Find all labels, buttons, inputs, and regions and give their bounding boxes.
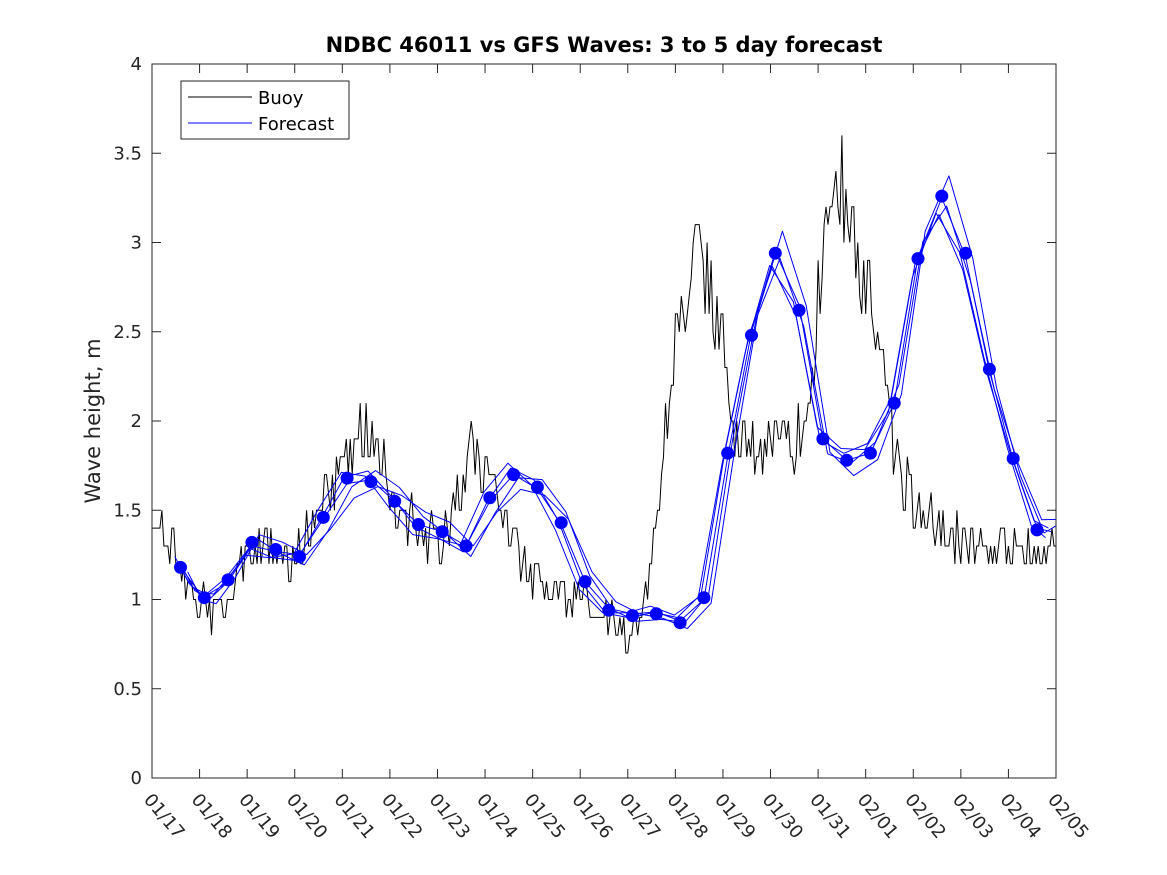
forecast-point [174, 560, 187, 574]
forecast-point [721, 446, 735, 460]
forecast-point [673, 616, 687, 630]
forecast-point [507, 468, 521, 482]
forecast-point [483, 491, 497, 505]
forecast-point [554, 516, 568, 530]
y-tick-label: 1 [131, 590, 142, 611]
forecast-point [316, 510, 330, 524]
forecast-point [221, 573, 235, 587]
forecast-line [187, 175, 1057, 630]
forecast-point [459, 539, 473, 553]
forecast-point [1030, 523, 1044, 537]
forecast-point [269, 543, 283, 556]
forecast-point [364, 475, 378, 489]
y-tick-label: 1.5 [113, 500, 142, 521]
y-tick-label: 3.5 [113, 143, 142, 164]
legend: Buoy Forecast [180, 80, 350, 140]
plot-area [152, 64, 1057, 778]
forecast-point [649, 607, 663, 621]
forecast-point [768, 246, 782, 260]
y-tick-label: 2.5 [113, 322, 142, 343]
forecast-point [578, 575, 592, 589]
forecast-point [887, 396, 901, 410]
forecast-point [935, 189, 949, 203]
forecast-point [816, 432, 830, 446]
legend-forecast-label: Forecast [258, 114, 334, 135]
y-tick-label: 4 [131, 54, 142, 75]
y-tick-label: 0.5 [113, 679, 142, 700]
forecast-point [435, 525, 449, 539]
forecast-point [245, 535, 259, 549]
forecast-point [530, 480, 544, 494]
forecast-point [792, 303, 806, 317]
forecast-point [197, 591, 211, 605]
forecast-point [745, 328, 758, 342]
y-tick-label: 2 [131, 411, 142, 432]
y-axis-ticks: 0 0.5 1 1.5 2 2.5 3 3.5 4 [113, 54, 1056, 789]
forecast-point [411, 518, 425, 531]
forecast-point [959, 246, 973, 260]
y-tick-label: 3 [131, 233, 142, 254]
forecast-point [293, 550, 306, 564]
plot-background [152, 64, 1056, 778]
forecast-point [697, 591, 711, 605]
y-axis-label: Wave height, m [81, 338, 105, 503]
forecast-point [602, 603, 616, 617]
legend-box [180, 80, 350, 140]
forecast-point [840, 453, 854, 467]
forecast-point [982, 362, 996, 376]
forecast-point [863, 446, 877, 460]
forecast-point [1006, 452, 1020, 465]
forecast-point [388, 494, 402, 508]
forecast-markers [174, 189, 1044, 630]
legend-buoy-label: Buoy [258, 88, 304, 109]
forecast-point [911, 252, 925, 266]
y-tick-label: 0 [131, 768, 142, 789]
chart-title: NDBC 46011 vs GFS Waves: 3 to 5 day fore… [326, 33, 883, 57]
forecast-point [626, 609, 639, 623]
forecast-point [340, 471, 354, 485]
